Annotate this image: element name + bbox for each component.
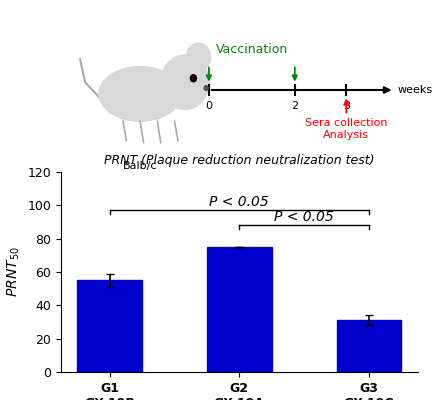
Circle shape [190, 75, 196, 82]
Text: P < 0.05: P < 0.05 [273, 210, 333, 224]
Text: Vaccination: Vaccination [215, 43, 287, 56]
Bar [77, 280, 141, 372]
Text: weeks: weeks [397, 85, 432, 95]
Title: PRNT (Plaque reduction neutralization test): PRNT (Plaque reduction neutralization te… [104, 154, 374, 167]
Y-axis label: PRNT$_{50}$: PRNT$_{50}$ [5, 247, 22, 297]
Text: Balb/c: Balb/c [123, 161, 157, 171]
Text: P < 0.05: P < 0.05 [209, 195, 269, 209]
Circle shape [161, 55, 208, 110]
Bar [206, 247, 271, 372]
Ellipse shape [99, 67, 181, 121]
Circle shape [204, 86, 208, 90]
Text: 0: 0 [205, 101, 212, 111]
Bar [336, 320, 401, 372]
Text: Sera collection
Analysis: Sera collection Analysis [304, 118, 387, 140]
Text: 3: 3 [342, 101, 349, 111]
Text: 2: 2 [291, 101, 298, 111]
Circle shape [186, 43, 210, 70]
